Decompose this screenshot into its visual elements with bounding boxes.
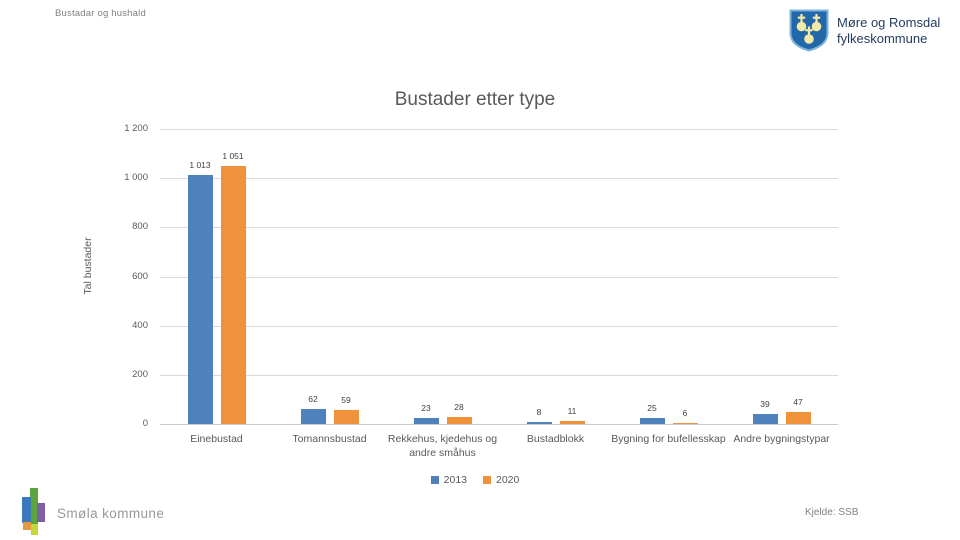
plot-area: 1 013 1 051 62 59 23 28 8 11 25 6 39 47 [160, 129, 838, 425]
bar-value-label: 6 [682, 407, 688, 418]
footer-source: Kjelde: SSB [805, 507, 859, 518]
gridline [160, 178, 838, 180]
bar-2013-2 [413, 418, 439, 424]
x-axis-labels: Einebustad Tomannsbustad Rekkehus, kjedehu… [160, 432, 838, 472]
gridline [160, 227, 838, 229]
gridline [160, 424, 838, 425]
x-category-label: Bustadblokk [526, 433, 585, 445]
bar-2013-3 [526, 422, 552, 424]
chart-title: Bustader etter type [394, 89, 556, 110]
y-axis-ticks: 0 200 400 600 800 1 000 1 200 [60, 123, 148, 429]
y-tick-label: 1 000 [124, 172, 148, 184]
bar-value-label: 59 [341, 394, 351, 405]
bar-2013-4 [639, 417, 665, 424]
gridline [160, 325, 838, 327]
legend-label-2020: 2020 [496, 474, 520, 486]
bar-2013-5 [752, 414, 778, 424]
footer-municipality-name: Smøla kommune [57, 506, 165, 521]
bar-value-label: 1 051 [222, 150, 244, 161]
legend-swatch-2013-icon [430, 476, 439, 484]
gridline [160, 374, 838, 376]
bar-value-label: 1 013 [189, 159, 211, 170]
bar-value-label: 8 [536, 407, 542, 418]
bar-2020-0 [220, 165, 246, 424]
bar-2013-1 [300, 408, 326, 424]
legend-item-2020: 2020 [483, 474, 519, 486]
org-logo: Møre og Romsdal fylkeskommune [789, 9, 940, 52]
bar-2020-5 [785, 412, 811, 424]
x-category-label: Rekkehus, kjedehus og andre småhus [387, 433, 498, 460]
y-tick-label: 800 [132, 221, 148, 233]
coat-of-arms-icon [789, 9, 829, 52]
legend-swatch-2020-icon [483, 476, 491, 484]
logo-bar-lime [31, 524, 38, 535]
org-name-line1: Møre og Romsdal [837, 15, 941, 30]
y-tick-label: 200 [132, 368, 148, 380]
bar-value-label: 23 [421, 403, 431, 414]
bar-value-label: 47 [793, 397, 803, 408]
smola-kommune-logo-icon [22, 488, 48, 536]
org-name-line2: fylkeskommune [837, 30, 928, 46]
bar-2020-4 [672, 422, 698, 424]
bar-value-label: 39 [760, 399, 770, 410]
y-tick-label: 600 [132, 270, 148, 282]
y-tick-label: 0 [142, 418, 148, 429]
logo-bar-orange [23, 522, 31, 530]
x-category-label: Tomannsbustad [292, 433, 367, 445]
bar-value-label: 62 [308, 393, 318, 404]
bar-value-label: 11 [567, 406, 577, 417]
gridline [160, 276, 838, 278]
x-category-label: Andre bygningstypar [733, 433, 830, 445]
bar-2020-2 [446, 417, 472, 424]
x-category-label: Bygning for bufellesskap [611, 433, 726, 445]
bar-2020-3 [559, 421, 585, 424]
page-header: Bustadar og hushald [55, 8, 146, 19]
chart-legend: 2013 2020 [0, 474, 950, 486]
logo-bar-blue [22, 497, 31, 523]
bar-value-label: 25 [647, 402, 657, 413]
legend-item-2013: 2013 [430, 474, 467, 486]
bar-2020-1 [333, 409, 359, 424]
bar-2013-0 [187, 174, 213, 424]
org-name: Møre og Romsdal fylkeskommune [837, 15, 940, 46]
y-tick-label: 400 [132, 319, 148, 331]
y-tick-label: 1 200 [124, 123, 148, 134]
logo-bar-green [30, 488, 38, 528]
logo-bar-purple [37, 503, 45, 522]
gridline [160, 129, 838, 130]
x-category-label: Einebustad [190, 433, 243, 445]
legend-label-2013: 2013 [443, 474, 467, 486]
bar-value-label: 28 [454, 402, 464, 413]
